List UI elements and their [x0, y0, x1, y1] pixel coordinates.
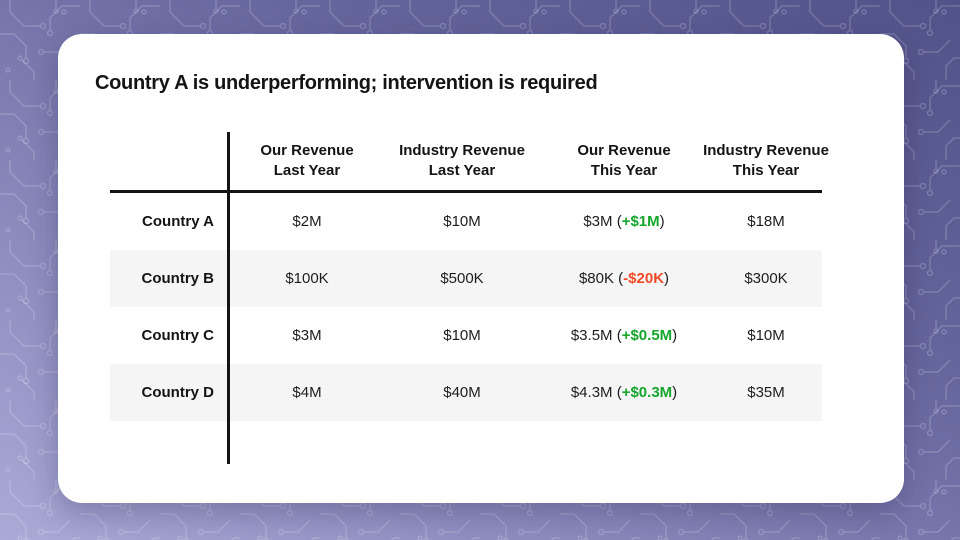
cell-industry-revenue-last-year: $10M [443, 213, 481, 230]
cell-our-revenue-last-year: $3M [292, 327, 322, 344]
header-line: Industry Revenue [703, 142, 829, 159]
table-row-country-d: Country D $4M $40M $4.3M (+$0.3M) $35M [110, 364, 822, 421]
table-row-country-a: Country A $2M $10M $3M (+$1M) $18M [110, 193, 822, 250]
cell-industry-revenue-this-year: $35M [747, 384, 785, 401]
header-industry-revenue-this-year: Industry Revenue This Year [703, 132, 829, 190]
header-line: This Year [590, 162, 658, 179]
change-value: +$0.5M [621, 327, 673, 344]
paren-close: ) [664, 270, 670, 287]
header-spacer [110, 132, 228, 190]
row-label: Country C [141, 327, 215, 344]
cell-our-revenue-this-year: $80K (-$20K) [538, 270, 710, 287]
change-value: +$1M [621, 213, 660, 230]
row-label: Country A [142, 213, 214, 230]
change-value: -$20K [623, 270, 665, 287]
header-our-revenue-last-year: Our Revenue Last Year [228, 132, 386, 190]
this-year-value: $4.3M ( [570, 384, 622, 401]
row-label: Country D [141, 384, 215, 401]
paren-close: ) [672, 384, 678, 401]
header-line: Our Revenue [260, 142, 354, 159]
paren-close: ) [659, 213, 665, 230]
page-title: Country A is underperforming; interventi… [95, 72, 598, 94]
row-label: Country B [141, 270, 215, 287]
table-row-country-c: Country C $3M $10M $3.5M (+$0.5M) $10M [110, 307, 822, 364]
label-column-divider-line [227, 132, 230, 464]
cell-our-revenue-this-year: $3.5M (+$0.5M) [538, 327, 710, 344]
cell-industry-revenue-last-year: $40M [443, 384, 481, 401]
cell-industry-revenue-last-year: $500K [440, 270, 484, 287]
paren-close: ) [672, 327, 678, 344]
cell-industry-revenue-last-year: $10M [443, 327, 481, 344]
header-line: Last Year [428, 162, 496, 179]
slide-card: Country A is underperforming; interventi… [58, 34, 904, 503]
change-value: +$0.3M [621, 384, 673, 401]
header-industry-revenue-last-year: Industry Revenue Last Year [386, 132, 538, 190]
header-line: This Year [732, 162, 800, 179]
cell-our-revenue-last-year: $4M [292, 384, 322, 401]
cell-our-revenue-last-year: $2M [292, 213, 322, 230]
this-year-value: $3M ( [583, 213, 622, 230]
cell-our-revenue-last-year: $100K [285, 270, 329, 287]
revenue-table: Our Revenue Last Year Industry Revenue L… [110, 132, 850, 464]
header-line: Industry Revenue [399, 142, 525, 159]
header-line: Last Year [273, 162, 341, 179]
header-our-revenue-this-year: Our Revenue This Year [538, 132, 710, 190]
table-header-row: Our Revenue Last Year Industry Revenue L… [110, 132, 850, 190]
header-line: Our Revenue [577, 142, 671, 159]
header-divider-line [110, 190, 822, 193]
table-row-country-b: Country B $100K $500K $80K (-$20K) $300K [110, 250, 822, 307]
cell-industry-revenue-this-year: $18M [747, 213, 785, 230]
this-year-value: $80K ( [578, 270, 624, 287]
this-year-value: $3.5M ( [570, 327, 622, 344]
cell-industry-revenue-this-year: $300K [744, 270, 788, 287]
cell-industry-revenue-this-year: $10M [747, 327, 785, 344]
cell-our-revenue-this-year: $3M (+$1M) [538, 213, 710, 230]
cell-our-revenue-this-year: $4.3M (+$0.3M) [538, 384, 710, 401]
